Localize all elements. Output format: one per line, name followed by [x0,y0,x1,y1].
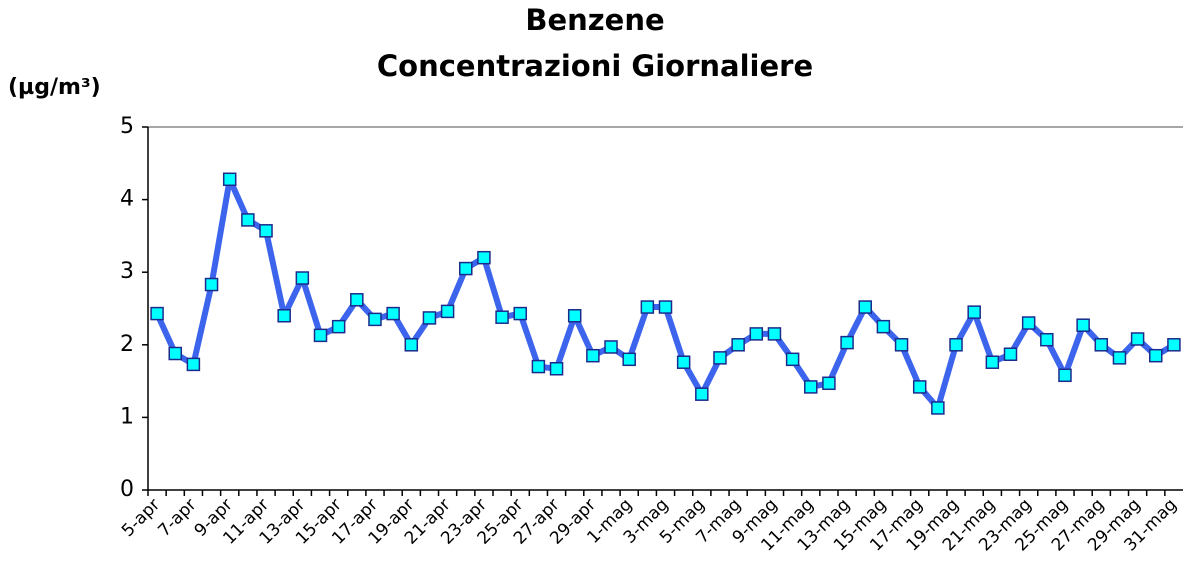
data-point [259,224,273,238]
data-point [604,340,618,354]
data-point [531,359,546,374]
data-point [1021,316,1036,330]
y-tick-label: 5 [120,114,134,139]
data-point [822,376,836,391]
y-tick-label: 3 [120,259,134,284]
data-point [459,261,473,276]
y-tick-label: 4 [120,187,134,212]
data-point [513,306,527,321]
data-point [495,310,509,324]
data-point [894,338,909,352]
y-tick-label: 1 [120,404,134,429]
data-point [422,311,437,325]
data-point [386,306,400,321]
data-point [695,387,709,401]
chart-title: Benzene [525,3,664,37]
data-point [804,380,818,394]
data-point [549,362,564,376]
data-point [876,319,891,334]
data-point [368,312,382,327]
y-tick-label: 2 [120,332,134,357]
data-point [1040,332,1054,347]
data-point [186,357,201,372]
data-point [985,355,1000,369]
data-point [1167,338,1181,352]
data-point [749,327,764,341]
data-point [658,300,673,314]
data-point [967,305,981,319]
x-tick-label: 7-apr [154,495,200,541]
data-point [713,351,727,365]
data-point [1094,338,1109,352]
data-point [622,352,636,367]
data-point [1003,347,1018,361]
y-tick-label: 0 [120,477,134,502]
data-point [295,271,310,285]
data-point [440,304,455,319]
data-point [858,300,872,314]
data-point [586,348,600,363]
data-point [912,380,927,394]
data-point [1076,318,1090,332]
data-point [241,213,255,227]
data-point [1130,332,1145,346]
data-point [331,319,346,334]
data-point [168,346,182,361]
data-point [477,250,491,265]
data-point [313,328,328,343]
chart-title: Concentrazioni Giornaliere [377,49,813,83]
data-point [840,335,854,350]
data-point [676,355,691,369]
data-point [1058,368,1072,383]
data-point [785,352,800,367]
data-point [567,309,582,323]
data-point [731,338,745,352]
data-point [949,338,963,352]
data-point [277,309,291,323]
data-point [1112,351,1127,365]
data-point [204,277,219,292]
data-point [350,293,364,307]
data-line [154,176,1176,411]
data-point [150,306,164,321]
data-point [767,327,782,341]
data-point [404,338,419,352]
data-point [931,401,945,415]
data-point [1149,348,1163,363]
y-axis-label: (µg/m³) [8,75,101,100]
data-point [640,300,655,314]
data-point [222,172,237,187]
